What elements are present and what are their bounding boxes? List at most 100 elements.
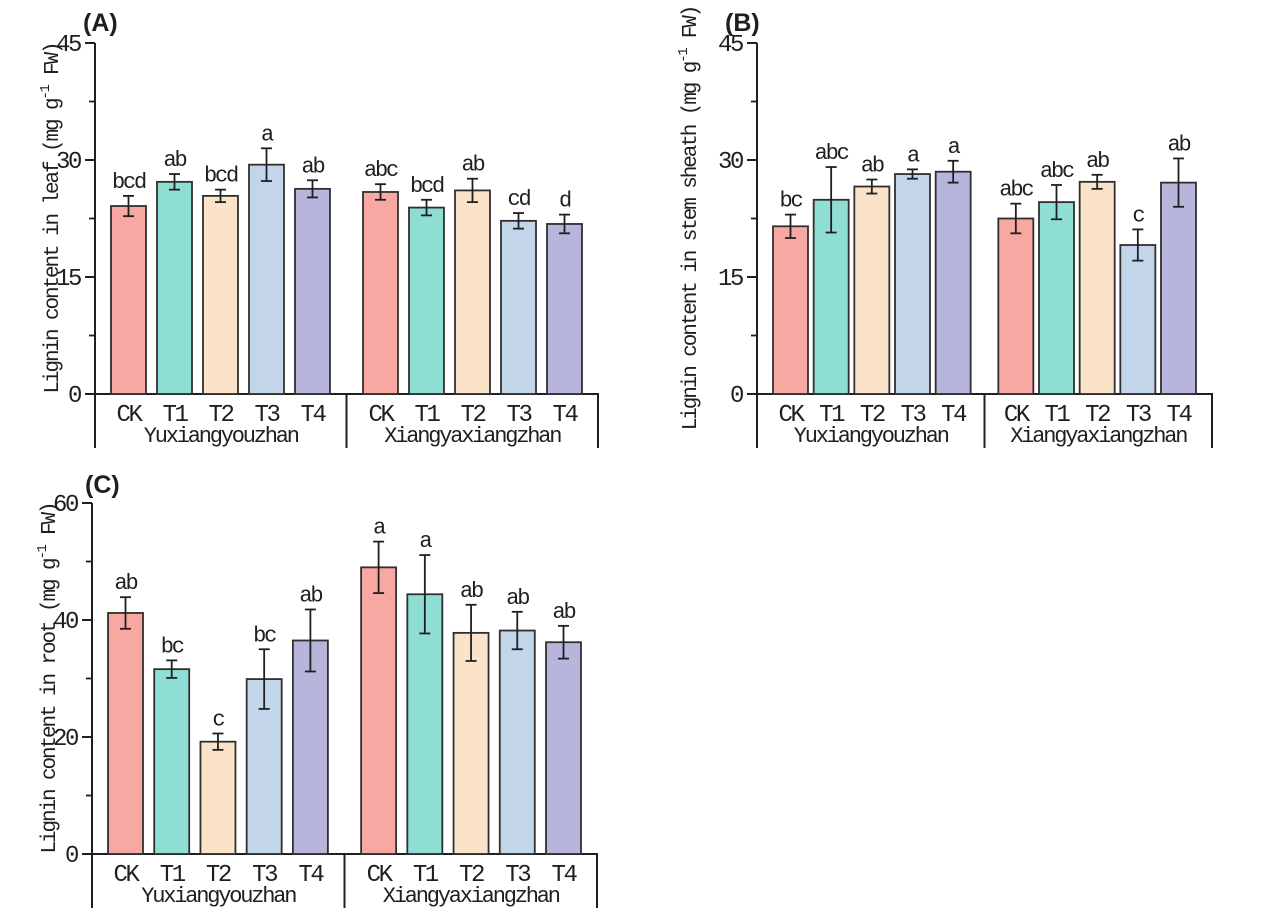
significance-letter: ab: [552, 600, 575, 625]
bar-Xiangyaxiangzhan-CK: [360, 566, 398, 855]
bar-Xiangyaxiangzhan-T3: [498, 629, 536, 855]
significance-letter: ab: [114, 571, 137, 596]
x-tick-label: T1: [160, 862, 186, 889]
significance-letter: bcd: [204, 164, 238, 189]
significance-letter: abc: [999, 178, 1033, 203]
bar-Yuxiangyouzhan-T2: [853, 185, 891, 395]
x-tick-label: T1: [819, 402, 845, 429]
x-tick-label: T4: [298, 862, 324, 889]
x-tick-label: T3: [505, 862, 530, 889]
significance-letter: ab: [506, 586, 529, 611]
bar-Xiangyaxiangzhan-T1: [406, 593, 444, 855]
group-label: Yuxiangyouzhan: [794, 424, 949, 449]
significance-letter: ab: [460, 579, 483, 604]
significance-letter: ab: [1167, 132, 1190, 157]
significance-letter: ab: [299, 583, 322, 608]
y-tick-label: 45: [56, 32, 81, 59]
y-tick-label: 15: [56, 266, 81, 293]
significance-letter: a: [261, 122, 274, 147]
y-tick-label: 30: [56, 149, 81, 176]
significance-letter: c: [212, 707, 224, 732]
x-tick-label: CK: [116, 402, 143, 429]
bar-Xiangyaxiangzhan-T3: [1119, 244, 1157, 395]
y-tick-label: 40: [53, 609, 78, 636]
significance-letter: bc: [779, 189, 802, 214]
x-tick-label: T3: [506, 402, 531, 429]
significance-letter: ab: [163, 148, 186, 173]
x-tick-label: T4: [941, 402, 967, 429]
significance-letter: a: [948, 135, 961, 160]
significance-letter: bcd: [112, 170, 146, 195]
significance-letter: a: [907, 143, 920, 168]
bar-Yuxiangyouzhan-T2: [199, 740, 237, 855]
y-tick-label: 30: [718, 149, 743, 176]
bar-Xiangyaxiangzhan-T2: [452, 631, 490, 855]
bar-Yuxiangyouzhan-CK: [110, 205, 147, 395]
x-tick-label: T1: [162, 402, 188, 429]
bar-Xiangyaxiangzhan-CK: [997, 217, 1035, 395]
x-tick-label: T2: [460, 402, 485, 429]
y-axis-title: Lignin content in root (mg g-1 FW): [35, 503, 62, 853]
x-tick-label: T2: [860, 402, 885, 429]
significance-letter: abc: [815, 141, 849, 166]
bar-Xiangyaxiangzhan-T1: [1038, 201, 1075, 395]
bar-Yuxiangyouzhan-T3: [894, 173, 931, 395]
x-tick-label: T3: [900, 402, 925, 429]
bar-Xiangyaxiangzhan-T4: [545, 641, 582, 855]
group-label: Xiangyaxiangzhan: [1010, 424, 1187, 449]
x-tick-label: T4: [1166, 402, 1192, 429]
y-tick-label: 45: [718, 32, 743, 59]
bar-Xiangyaxiangzhan-T2: [454, 189, 491, 395]
significance-letter: abc: [1040, 159, 1074, 184]
y-tick-label: 0: [68, 383, 81, 410]
x-tick-label: T1: [413, 862, 439, 889]
bar-Xiangyaxiangzhan-T4: [546, 223, 583, 395]
x-tick-label: T3: [1126, 402, 1151, 429]
bar-Xiangyaxiangzhan-T1: [408, 206, 445, 395]
x-tick-label: T2: [459, 862, 484, 889]
group-label: Yuxiangyouzhan: [144, 424, 299, 449]
bar-Xiangyaxiangzhan-T2: [1078, 180, 1116, 395]
bar-Yuxiangyouzhan-T2: [202, 194, 239, 395]
bar-Xiangyaxiangzhan-T4: [1160, 181, 1197, 395]
bar-Yuxiangyouzhan-T1: [156, 180, 193, 395]
significance-letter: cd: [507, 187, 530, 212]
y-tick-label: 15: [718, 266, 743, 293]
significance-letter: ab: [301, 154, 324, 179]
significance-letter: c: [1132, 203, 1144, 228]
x-tick-label: CK: [113, 862, 140, 889]
y-tick-label: 60: [53, 492, 78, 519]
bar-Yuxiangyouzhan-T4: [294, 187, 331, 395]
significance-letter: a: [373, 516, 386, 541]
x-tick-label: T3: [254, 402, 279, 429]
x-tick-label: T4: [300, 402, 326, 429]
x-tick-label: T3: [252, 862, 277, 889]
panel-letter: (A): [83, 9, 118, 37]
bar-Yuxiangyouzhan-T3: [248, 163, 285, 395]
x-tick-label: T2: [206, 862, 231, 889]
x-tick-label: T4: [551, 862, 577, 889]
bar-Yuxiangyouzhan-T1: [153, 668, 191, 855]
panel-b-lignin-stem-sheath-chart: (B) 0 15 30 45 Lignin content in stem sheath …: [676, 7, 1213, 449]
significance-letter: abc: [364, 158, 398, 183]
group-label: Xiangyaxiangzhan: [383, 884, 560, 909]
significance-letter: d: [559, 189, 571, 214]
bar-Yuxiangyouzhan-CK: [772, 225, 809, 395]
significance-letter: bcd: [410, 174, 444, 199]
bar-Xiangyaxiangzhan-CK: [362, 191, 399, 395]
y-tick-label: 0: [730, 383, 743, 410]
group-label: Xiangyaxiangzhan: [384, 424, 561, 449]
bar-Xiangyaxiangzhan-T3: [500, 219, 537, 395]
x-tick-label: T4: [552, 402, 578, 429]
panel-letter: (B): [725, 9, 760, 37]
panel-letter: (C): [85, 471, 120, 499]
group-label: Yuxiangyouzhan: [141, 884, 296, 909]
significance-letter: ab: [861, 154, 884, 179]
x-tick-label: T1: [414, 402, 440, 429]
x-tick-label: T2: [208, 402, 233, 429]
bar-Yuxiangyouzhan-T4: [291, 639, 329, 855]
significance-letter: ab: [461, 153, 484, 178]
